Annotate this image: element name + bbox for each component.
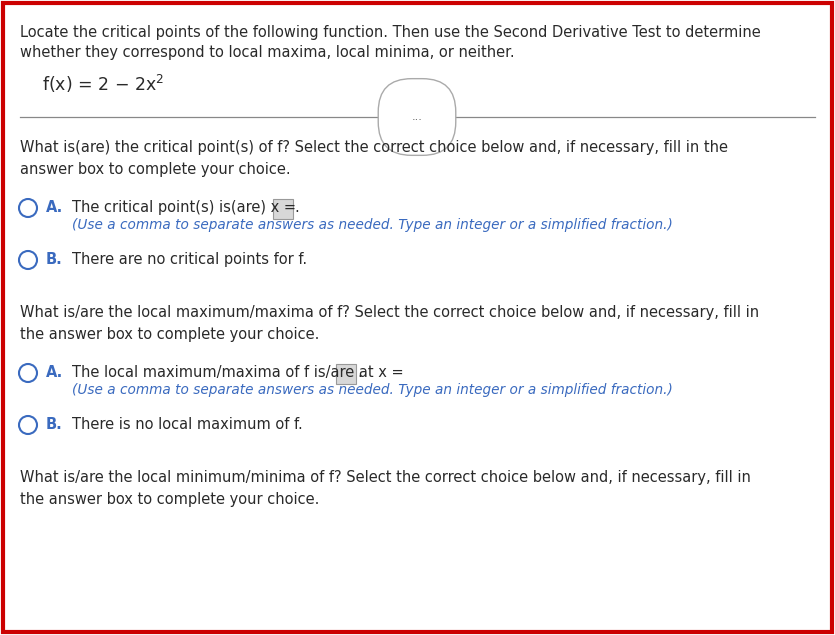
Text: (Use a comma to separate answers as needed. Type an integer or a simplified frac: (Use a comma to separate answers as need…: [72, 383, 673, 397]
Text: the answer box to complete your choice.: the answer box to complete your choice.: [20, 327, 319, 342]
Text: B.: B.: [46, 252, 63, 267]
Text: What is/are the local maximum/maxima of f? Select the correct choice below and, : What is/are the local maximum/maxima of …: [20, 305, 759, 320]
Text: What is/are the local minimum/minima of f? Select the correct choice below and, : What is/are the local minimum/minima of …: [20, 470, 751, 485]
Text: A.: A.: [46, 200, 63, 215]
Text: the answer box to complete your choice.: the answer box to complete your choice.: [20, 492, 319, 507]
FancyBboxPatch shape: [336, 364, 356, 384]
Text: Locate the critical points of the following function. Then use the Second Deriva: Locate the critical points of the follow…: [20, 25, 761, 40]
Text: A.: A.: [46, 365, 63, 380]
Text: f(x) = 2 $-$ 2x$^2$: f(x) = 2 $-$ 2x$^2$: [42, 73, 164, 95]
Text: .: .: [357, 365, 362, 380]
Text: The local maximum/maxima of f is/are at x =: The local maximum/maxima of f is/are at …: [72, 365, 403, 380]
FancyBboxPatch shape: [273, 199, 293, 219]
Text: whether they correspond to local maxima, local minima, or neither.: whether they correspond to local maxima,…: [20, 45, 514, 60]
Text: The critical point(s) is(are) x =: The critical point(s) is(are) x =: [72, 200, 296, 215]
Text: .: .: [294, 200, 299, 215]
Text: answer box to complete your choice.: answer box to complete your choice.: [20, 162, 291, 177]
Text: ...: ...: [412, 112, 423, 122]
Text: There is no local maximum of f.: There is no local maximum of f.: [72, 417, 303, 432]
Text: There are no critical points for f.: There are no critical points for f.: [72, 252, 307, 267]
Text: What is(are) the critical point(s) of f? Select the correct choice below and, if: What is(are) the critical point(s) of f?…: [20, 140, 728, 155]
Text: B.: B.: [46, 417, 63, 432]
Text: (Use a comma to separate answers as needed. Type an integer or a simplified frac: (Use a comma to separate answers as need…: [72, 218, 673, 232]
